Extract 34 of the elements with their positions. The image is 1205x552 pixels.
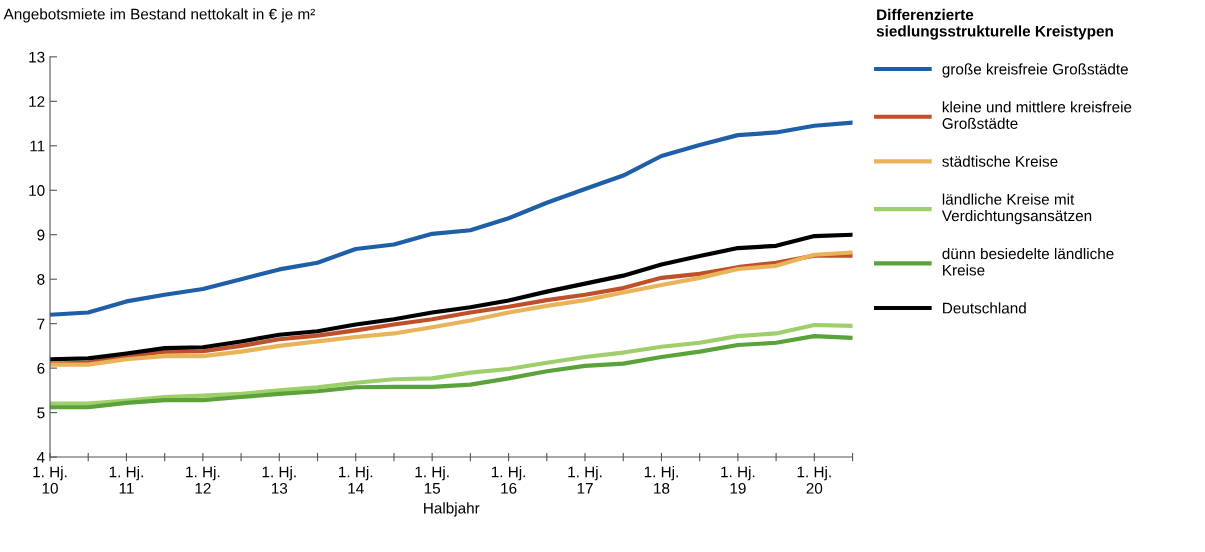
x-tick-label: 1. Hj. 17 xyxy=(568,466,602,494)
legend-title: Differenzierte siedlungsstrukturelle Kreistypen xyxy=(876,8,1113,40)
line-series xyxy=(50,334,853,410)
x-tick-label: 1. Hj. 13 xyxy=(262,466,296,494)
legend-label: dünn besiedelte ländliche Kreise xyxy=(942,247,1114,276)
legend-label: kleine und mittlere kreisfreie Großstädte xyxy=(942,101,1132,129)
line-series xyxy=(50,120,853,317)
x-tick-label: 1. Hj. 19 xyxy=(721,466,755,494)
y-tick-label: 11 xyxy=(30,140,45,152)
y-tick-label: 4 xyxy=(37,452,45,463)
y-axis-title: Angebotsmiete im Bestand nettokalt in € je m² xyxy=(3,8,315,23)
x-tick-label: 1. Hj. 11 xyxy=(109,466,143,494)
x-tick-label: 1. Hj. 16 xyxy=(491,466,526,494)
x-tick-label: 1. Hj. 15 xyxy=(415,466,449,494)
y-tick-label: 6 xyxy=(37,362,45,374)
x-tick-label: 1. Hj. 12 xyxy=(186,466,220,494)
legend-label: ländliche Kreise mit Verdichtungsansätzen xyxy=(941,193,1092,225)
y-tick-label: 5 xyxy=(37,407,45,419)
y-tick-label: 7 xyxy=(37,318,45,330)
legend-label: große kreisfreie Großstädte xyxy=(942,63,1128,78)
x-tick-label: 1. Hj. 18 xyxy=(644,466,678,494)
line-series xyxy=(50,322,853,406)
x-tick-label: 1. Hj. 14 xyxy=(339,466,373,494)
legend-label: Deutschland xyxy=(943,302,1026,314)
x-tick-label: 1. Hj. 10 xyxy=(33,466,67,494)
x-axis-title: Halbjahr xyxy=(424,502,480,517)
x-tick-label: 1. Hj. 20 xyxy=(797,466,831,494)
legend-label: städtische Kreise xyxy=(942,155,1058,167)
y-tick-label: 9 xyxy=(37,229,45,241)
y-tick-label: 13 xyxy=(29,51,45,63)
y-tick-label: 10 xyxy=(29,185,45,196)
y-tick-label: 8 xyxy=(37,274,45,285)
line-series xyxy=(50,232,853,362)
y-tick-label: 12 xyxy=(29,96,45,107)
